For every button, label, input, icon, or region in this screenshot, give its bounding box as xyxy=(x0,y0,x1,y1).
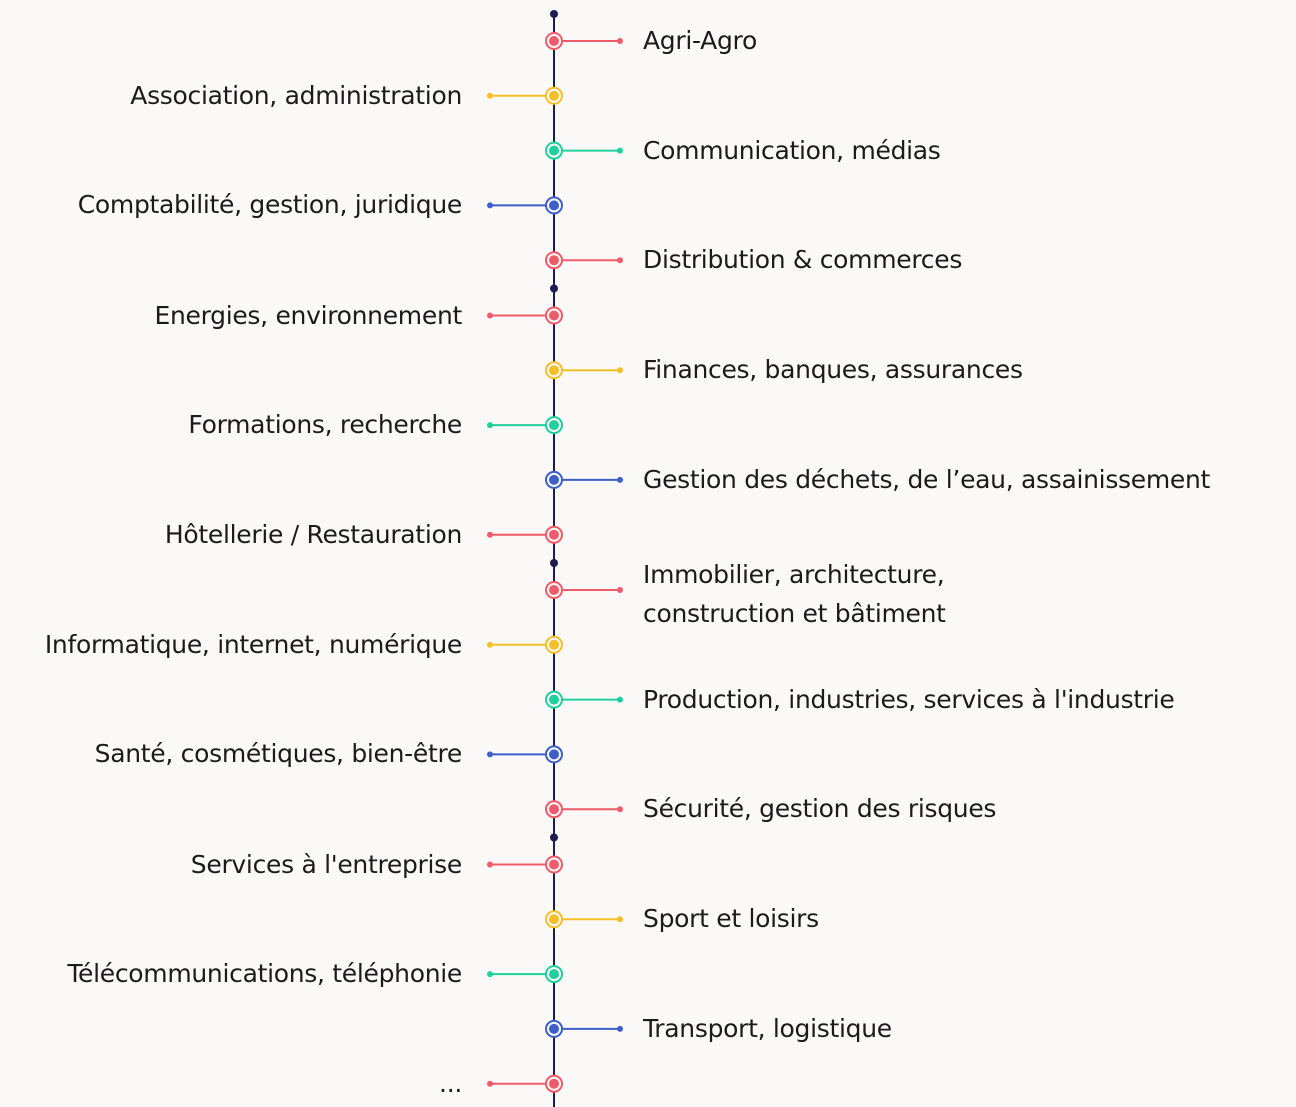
label-line: Finances, banques, assurances xyxy=(643,355,1023,385)
label-line: Agri-Agro xyxy=(643,26,757,55)
node-dot xyxy=(549,914,559,925)
node-dot xyxy=(549,90,559,101)
label-line: Distribution & commerces xyxy=(643,245,963,275)
label-line: Hôtellerie / Restauration xyxy=(164,519,462,549)
node-dot xyxy=(549,420,559,431)
node-dot xyxy=(549,859,559,870)
label-line: Informatique, internet, numérique xyxy=(44,629,462,659)
connector-end xyxy=(487,531,493,538)
connector-end xyxy=(617,587,623,593)
label-line: Energies, environnement xyxy=(154,300,462,330)
node-dot xyxy=(549,36,559,46)
node-dot xyxy=(549,585,559,595)
item-label: Energies, environnement xyxy=(154,296,462,335)
node-dot xyxy=(549,1023,559,1034)
connector-end xyxy=(487,751,493,758)
connector-end xyxy=(617,367,623,374)
label-line: Services à l'entreprise xyxy=(190,849,463,879)
connector-end xyxy=(487,1080,493,1087)
item-label: Gestion des déchets, de l’eau, assainiss… xyxy=(643,460,1210,499)
item-label: Hôtellerie / Restauration xyxy=(165,515,462,554)
node-dot xyxy=(549,1078,559,1089)
item-label: Télécommunications, téléphonie xyxy=(67,954,462,993)
item-label: Services à l'entreprise xyxy=(190,845,463,884)
label-line: Communication, médias xyxy=(643,135,941,165)
item-label: Association, administration xyxy=(130,76,462,115)
connector-end xyxy=(487,971,493,978)
connector-end xyxy=(617,257,623,264)
node-dot xyxy=(549,529,559,540)
node-dot xyxy=(549,639,559,650)
label-line: Télécommunications, téléphonie xyxy=(67,959,462,989)
item-label: ... xyxy=(439,1064,462,1103)
item-label: Santé, cosmétiques, bien-être xyxy=(94,734,463,773)
item-label: Informatique, internet, numérique xyxy=(45,625,462,664)
connector-end xyxy=(487,861,493,868)
connector-end xyxy=(487,312,493,319)
item-label: Transport, logistique xyxy=(643,1009,892,1048)
connector-end xyxy=(487,92,493,99)
label-line: Gestion des déchets, de l’eau, assainiss… xyxy=(643,464,1211,494)
label-line: Comptabilité, gestion, juridique xyxy=(77,190,463,220)
group-dot xyxy=(550,284,558,293)
node-dot xyxy=(549,804,559,815)
connector-end xyxy=(487,202,493,209)
item-label: Production, industries, services à l'ind… xyxy=(643,680,1175,719)
item-label: Formations, recherche xyxy=(188,405,462,444)
node-dot xyxy=(549,474,559,485)
node-dot xyxy=(549,749,559,760)
node-dot xyxy=(549,255,559,266)
group-dot xyxy=(550,559,558,567)
label-line: ... xyxy=(439,1068,462,1098)
connector-end xyxy=(617,147,623,154)
group-dot xyxy=(550,10,558,18)
label-line: Sécurité, gestion des risques xyxy=(643,794,997,824)
label-line: construction et bâtiment xyxy=(643,599,946,628)
label-line: Sport et loisirs xyxy=(643,904,819,934)
item-label: Sport et loisirs xyxy=(643,899,819,938)
connector-end xyxy=(617,476,623,483)
item-label: Finances, banques, assurances xyxy=(643,350,1023,389)
item-label: Communication, médias xyxy=(643,131,941,170)
label-line: Association, administration xyxy=(130,80,462,110)
connector-end xyxy=(617,38,623,44)
item-label: Distribution & commerces xyxy=(643,240,962,279)
node-dot xyxy=(549,365,559,376)
connector-end xyxy=(617,696,623,703)
label-line: Formations, recherche xyxy=(188,410,462,440)
item-label: Comptabilité, gestion, juridique xyxy=(77,185,463,224)
label-line: Immobilier, architecture, xyxy=(643,560,945,589)
connector-end xyxy=(617,1025,623,1032)
connector-end xyxy=(617,806,623,813)
node-dot xyxy=(549,694,559,705)
label-line: Transport, logistique xyxy=(643,1013,892,1043)
node-dot xyxy=(549,969,559,980)
node-dot xyxy=(549,145,559,156)
label-line: Production, industries, services à l'ind… xyxy=(643,684,1175,714)
label-line: Santé, cosmétiques, bien-être xyxy=(94,739,463,769)
node-dot xyxy=(549,200,559,211)
node-dot xyxy=(549,310,559,321)
group-dot xyxy=(550,833,558,842)
item-label: Immobilier, architecture, construction et… xyxy=(643,555,946,633)
item-label: Sécurité, gestion des risques xyxy=(643,789,996,828)
connector-end xyxy=(617,916,623,923)
connector-end xyxy=(487,422,493,429)
item-label: Agri-Agro xyxy=(643,21,757,60)
connector-end xyxy=(487,641,493,648)
